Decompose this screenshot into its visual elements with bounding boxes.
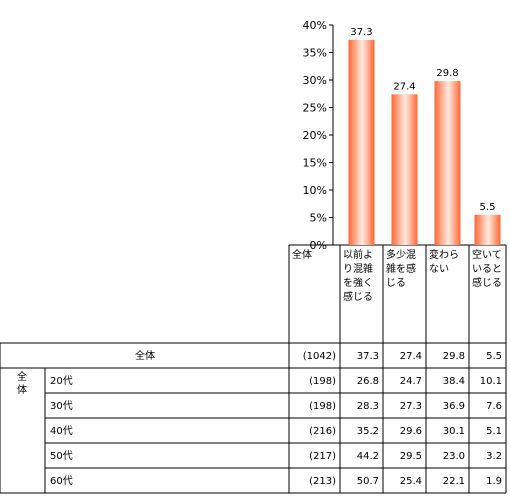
bar-value-label: 27.4 (393, 81, 415, 92)
row-label: 30代 (50, 400, 73, 412)
bar-value-label: 5.5 (480, 202, 496, 213)
row-value: 7.6 (486, 401, 502, 412)
value-labels: 37.3 27.4 29.8 5.5 (350, 27, 495, 213)
bars (348, 39, 501, 245)
category-label: 感じる (472, 276, 502, 289)
row-n: (217) (309, 451, 336, 462)
y-tick-label: 10% (303, 184, 327, 197)
row-value: 29.5 (400, 451, 422, 462)
category-label: 多少混 (386, 248, 416, 261)
row-value: 37.3 (357, 351, 379, 362)
category-label: り混雑 (343, 262, 373, 275)
row-label: 60代 (50, 475, 73, 487)
row-value: 23.0 (443, 451, 465, 462)
row-value: 29.6 (400, 426, 422, 437)
header-cell: 全体 (292, 248, 312, 261)
row-value: 5.5 (486, 351, 502, 362)
bar (348, 39, 375, 245)
row-label: 全体 (135, 349, 155, 362)
row-label: 40代 (50, 425, 73, 437)
row-value: 26.8 (357, 376, 379, 387)
y-tick-label: 30% (303, 74, 327, 87)
row-n: (1042) (303, 351, 336, 362)
bar-value-label: 29.8 (436, 68, 458, 79)
row-n: (216) (309, 426, 336, 437)
group-label: 体 (17, 384, 27, 396)
y-tick-label: 25% (303, 102, 327, 115)
bar-value-label: 37.3 (350, 27, 372, 38)
category-label: 変わら (429, 248, 459, 261)
row-value: 22.1 (443, 476, 465, 487)
y-tick-label: 15% (303, 157, 327, 170)
category-label: 感じる (343, 290, 373, 303)
row-value: 28.3 (357, 401, 379, 412)
row-value: 50.7 (357, 476, 379, 487)
row-value: 30.1 (443, 426, 465, 437)
row-label: 50代 (50, 450, 73, 462)
row-value: 10.1 (480, 376, 502, 387)
bar (391, 94, 418, 245)
row-value: 3.2 (486, 451, 502, 462)
bar (434, 81, 461, 245)
row-value: 1.9 (486, 476, 502, 487)
row-value: 24.7 (400, 376, 422, 387)
y-tick-label: 5% (310, 212, 327, 225)
group-label: 全 (17, 370, 27, 383)
row-n: (198) (309, 376, 336, 387)
table-grid (0, 244, 507, 494)
y-tick-label: 40% (303, 19, 327, 32)
row-n: (213) (309, 476, 336, 487)
row-value: 27.3 (400, 401, 422, 412)
row-value: 38.4 (443, 376, 465, 387)
category-label: いると (472, 263, 502, 275)
row-n: (198) (309, 401, 336, 412)
row-value: 27.4 (400, 351, 422, 362)
y-tick-label: 35% (303, 47, 327, 60)
row-value: 44.2 (357, 451, 379, 462)
category-label: ない (429, 263, 449, 275)
category-label: を強く (343, 276, 373, 289)
category-label: じる (386, 277, 406, 289)
row-value: 36.9 (443, 401, 465, 412)
y-tick-label: 20% (303, 129, 327, 142)
category-label: 以前よ (343, 248, 373, 261)
bar (474, 214, 501, 245)
category-label: 雑を感 (386, 262, 416, 275)
row-value: 25.4 (400, 476, 422, 487)
row-value: 29.8 (443, 351, 465, 362)
y-tick-label: 0% (310, 239, 327, 252)
y-axis: 0% 5% 10% 15% 20% 25% 30% 35% 40% (303, 19, 334, 252)
category-label: 空いて (472, 248, 502, 261)
row-label: 20代 (50, 375, 73, 387)
row-value: 5.1 (486, 426, 502, 437)
row-value: 35.2 (357, 426, 379, 437)
